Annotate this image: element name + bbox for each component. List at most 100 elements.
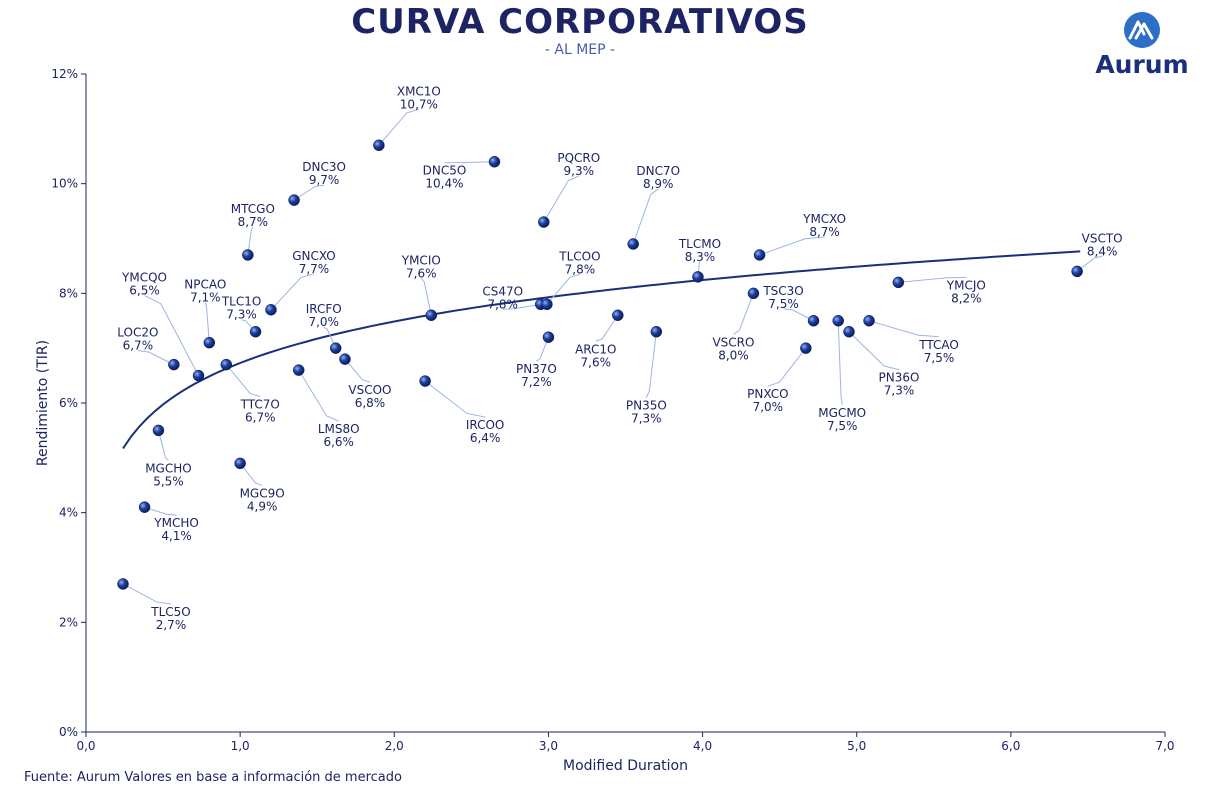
point-label-name: CS47O xyxy=(482,284,523,298)
leader-line xyxy=(733,293,754,335)
leader-line xyxy=(424,380,486,418)
y-tick-label: 12% xyxy=(51,67,78,81)
point-label-name: LMS8O xyxy=(318,422,360,436)
point-xmc1o xyxy=(373,139,385,152)
point-label-value: 7,8% xyxy=(565,262,596,276)
leader-line xyxy=(122,583,172,605)
x-tick-label: 5,0 xyxy=(847,739,866,753)
x-axis-title: Modified Duration xyxy=(563,758,688,774)
point-lms8o xyxy=(292,364,305,376)
point-label-name: IRCFO xyxy=(306,302,342,316)
point-ymcqo xyxy=(192,369,205,382)
point-label-value: 4,9% xyxy=(247,499,278,513)
leader-line xyxy=(137,350,175,366)
leader-line xyxy=(144,506,177,516)
leader-line xyxy=(420,277,432,316)
point-label-name: PN37O xyxy=(516,362,557,376)
trendline-group xyxy=(122,250,1081,449)
x-tick-label: 0,0 xyxy=(76,739,95,753)
leader-line xyxy=(898,276,967,283)
point-tlcmo xyxy=(692,271,704,283)
point-label-value: 8,9% xyxy=(643,177,674,191)
point-label-value: 8,0% xyxy=(718,348,749,362)
point-vscoo xyxy=(339,353,351,365)
point-ymcio xyxy=(425,309,438,322)
point-label-name: PN36O xyxy=(879,371,920,385)
point-label-name: YMCJO xyxy=(946,278,986,292)
point-label-value: 6,5% xyxy=(129,284,160,298)
point-label-value: 7,3% xyxy=(226,308,257,322)
axes: 0,0 1,0 2,0 3,0 4,0 5,0 6,0 7,0 0% 2% 4% 6% 8% 10% 12%… xyxy=(35,67,1175,774)
leader-line xyxy=(546,273,581,305)
leader-line xyxy=(344,358,371,383)
point-npcao xyxy=(203,336,216,349)
point-label-value: 7,0% xyxy=(308,315,339,329)
point-gncxo xyxy=(265,304,277,316)
point-label-value: 6,7% xyxy=(245,411,276,425)
point-label-value: 8,4% xyxy=(1087,244,1118,258)
point-vscto xyxy=(1071,265,1083,278)
chart-subtitle: - AL MEP - xyxy=(544,42,616,58)
leader-line xyxy=(293,184,325,201)
point-label-value: 8,2% xyxy=(951,291,982,305)
point-label-name: MGCMO xyxy=(818,406,866,420)
point-label-name: XMC1O xyxy=(397,84,441,98)
point-label-name: DNC5O xyxy=(423,164,467,178)
leader-line xyxy=(536,337,549,362)
point-pn37o xyxy=(542,331,555,343)
leader-lines xyxy=(122,108,1103,605)
leader-line xyxy=(783,308,814,322)
x-tick-label: 3,0 xyxy=(539,739,558,753)
point-label-value: 9,3% xyxy=(564,164,595,178)
y-tick-label: 0% xyxy=(59,725,78,739)
leader-line xyxy=(247,226,254,256)
point-label-value: 6,4% xyxy=(470,431,501,445)
point-label-name: VSCTO xyxy=(1082,231,1123,245)
point-label-name: VSCRO xyxy=(712,335,754,349)
point-mtcgo xyxy=(242,249,254,261)
point-label-value: 7,1% xyxy=(190,291,221,305)
leader-line xyxy=(298,369,339,422)
leader-line xyxy=(444,161,495,164)
leader-line xyxy=(144,295,199,376)
point-label-name: NPCAO xyxy=(184,278,226,292)
point-label-value: 7,8% xyxy=(487,297,518,311)
point-ymcjo xyxy=(892,276,905,289)
leader-line xyxy=(848,331,900,371)
point-label-value: 7,6% xyxy=(406,266,437,280)
point-label-value: 7,5% xyxy=(827,419,858,433)
point-pnxco xyxy=(800,342,812,354)
point-label-name: DNC3O xyxy=(302,160,346,174)
leader-line xyxy=(204,302,210,343)
point-ircoo xyxy=(419,375,431,387)
point-label-name: TSC3O xyxy=(762,284,803,298)
point-label-value: 7,6% xyxy=(581,355,612,369)
point-label-value: 7,0% xyxy=(753,400,784,414)
point-dnc5o xyxy=(488,155,501,168)
point-dnc3o xyxy=(288,194,300,206)
leader-line xyxy=(767,347,807,387)
leader-line xyxy=(157,430,169,461)
x-tick-label: 1,0 xyxy=(231,739,250,753)
point-dnc7o xyxy=(627,238,639,250)
point-label-name: YMCIO xyxy=(401,253,441,267)
point-mgcho xyxy=(152,424,165,437)
leader-line xyxy=(837,320,843,405)
point-label-name: YMCQO xyxy=(121,271,167,285)
point-label-name: VSCOO xyxy=(348,383,391,397)
leader-line xyxy=(868,320,940,338)
point-label-name: PN35O xyxy=(626,399,667,413)
point-label-value: 7,2% xyxy=(521,375,552,389)
point-label-value: 7,3% xyxy=(631,412,662,426)
leader-line xyxy=(323,326,337,349)
point-ymcxo xyxy=(753,249,766,261)
leader-line xyxy=(502,303,541,310)
point-label-value: 4,1% xyxy=(161,529,192,543)
leader-line xyxy=(645,331,657,398)
point-label-value: 6,8% xyxy=(355,396,386,410)
x-tick-label: 7,0 xyxy=(1155,739,1174,753)
source-note: Fuente: Aurum Valores en base a informac… xyxy=(24,770,402,785)
y-tick-label: 2% xyxy=(59,615,78,629)
point-pqcro xyxy=(538,216,550,228)
point-label-name: PQCRO xyxy=(557,151,600,165)
